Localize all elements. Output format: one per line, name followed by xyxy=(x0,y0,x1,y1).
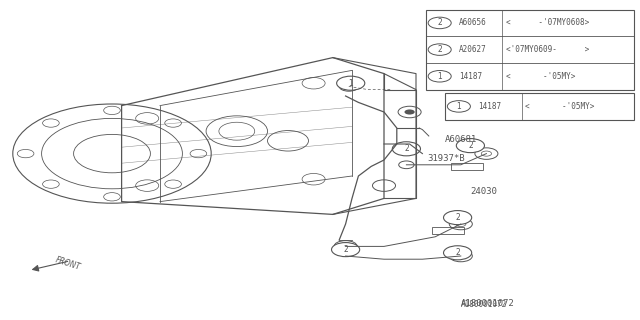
Circle shape xyxy=(444,246,472,260)
Circle shape xyxy=(444,211,472,225)
Text: 2: 2 xyxy=(468,141,473,150)
Text: 1: 1 xyxy=(456,102,461,111)
Circle shape xyxy=(392,142,420,156)
Text: A180001072: A180001072 xyxy=(461,300,515,308)
Circle shape xyxy=(456,139,484,153)
Text: A60656: A60656 xyxy=(459,19,486,28)
Text: 1: 1 xyxy=(348,79,353,88)
Text: 1: 1 xyxy=(437,72,442,81)
Text: <'07MY0609-      >: <'07MY0609- > xyxy=(506,45,589,54)
Text: A60681: A60681 xyxy=(445,135,477,144)
Circle shape xyxy=(337,76,365,90)
Text: A20627: A20627 xyxy=(459,45,486,54)
Circle shape xyxy=(404,109,415,115)
Text: 2: 2 xyxy=(455,213,460,222)
Text: A180001072: A180001072 xyxy=(461,300,507,309)
Bar xyxy=(432,227,464,234)
Text: 2: 2 xyxy=(343,245,348,254)
Text: 14187: 14187 xyxy=(478,102,501,111)
Bar xyxy=(426,10,634,90)
Text: 31937*B: 31937*B xyxy=(428,154,465,163)
Bar xyxy=(445,93,634,120)
Text: 2: 2 xyxy=(404,144,409,153)
Text: 2: 2 xyxy=(455,248,460,257)
Text: 14187: 14187 xyxy=(459,72,482,81)
Text: 2: 2 xyxy=(437,45,442,54)
Text: <      -'07MY0608>: < -'07MY0608> xyxy=(506,19,589,28)
Text: <       -'05MY>: < -'05MY> xyxy=(525,102,594,111)
Bar xyxy=(451,163,483,170)
Text: <       -'05MY>: < -'05MY> xyxy=(506,72,575,81)
Text: 2: 2 xyxy=(437,19,442,28)
Text: 24030: 24030 xyxy=(470,188,497,196)
Circle shape xyxy=(332,243,360,257)
Text: FRONT: FRONT xyxy=(54,256,82,272)
